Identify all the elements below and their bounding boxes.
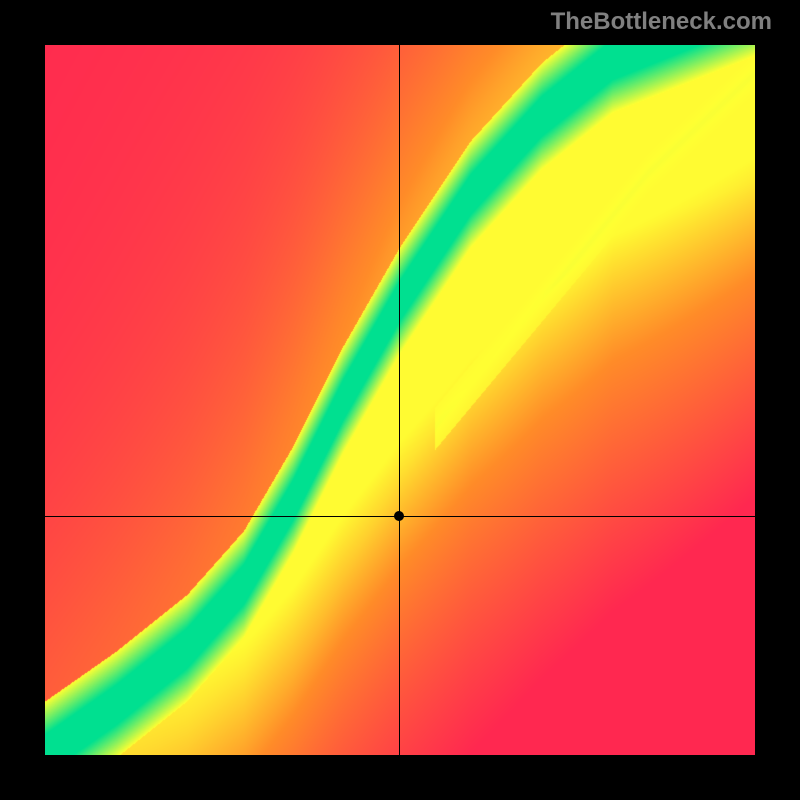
- crosshair-vertical: [399, 45, 400, 755]
- crosshair-dot: [394, 511, 404, 521]
- chart-container: TheBottleneck.com: [0, 0, 800, 800]
- watermark-text: TheBottleneck.com: [551, 8, 772, 36]
- heatmap-canvas: [45, 45, 755, 755]
- plot-area: [45, 45, 755, 755]
